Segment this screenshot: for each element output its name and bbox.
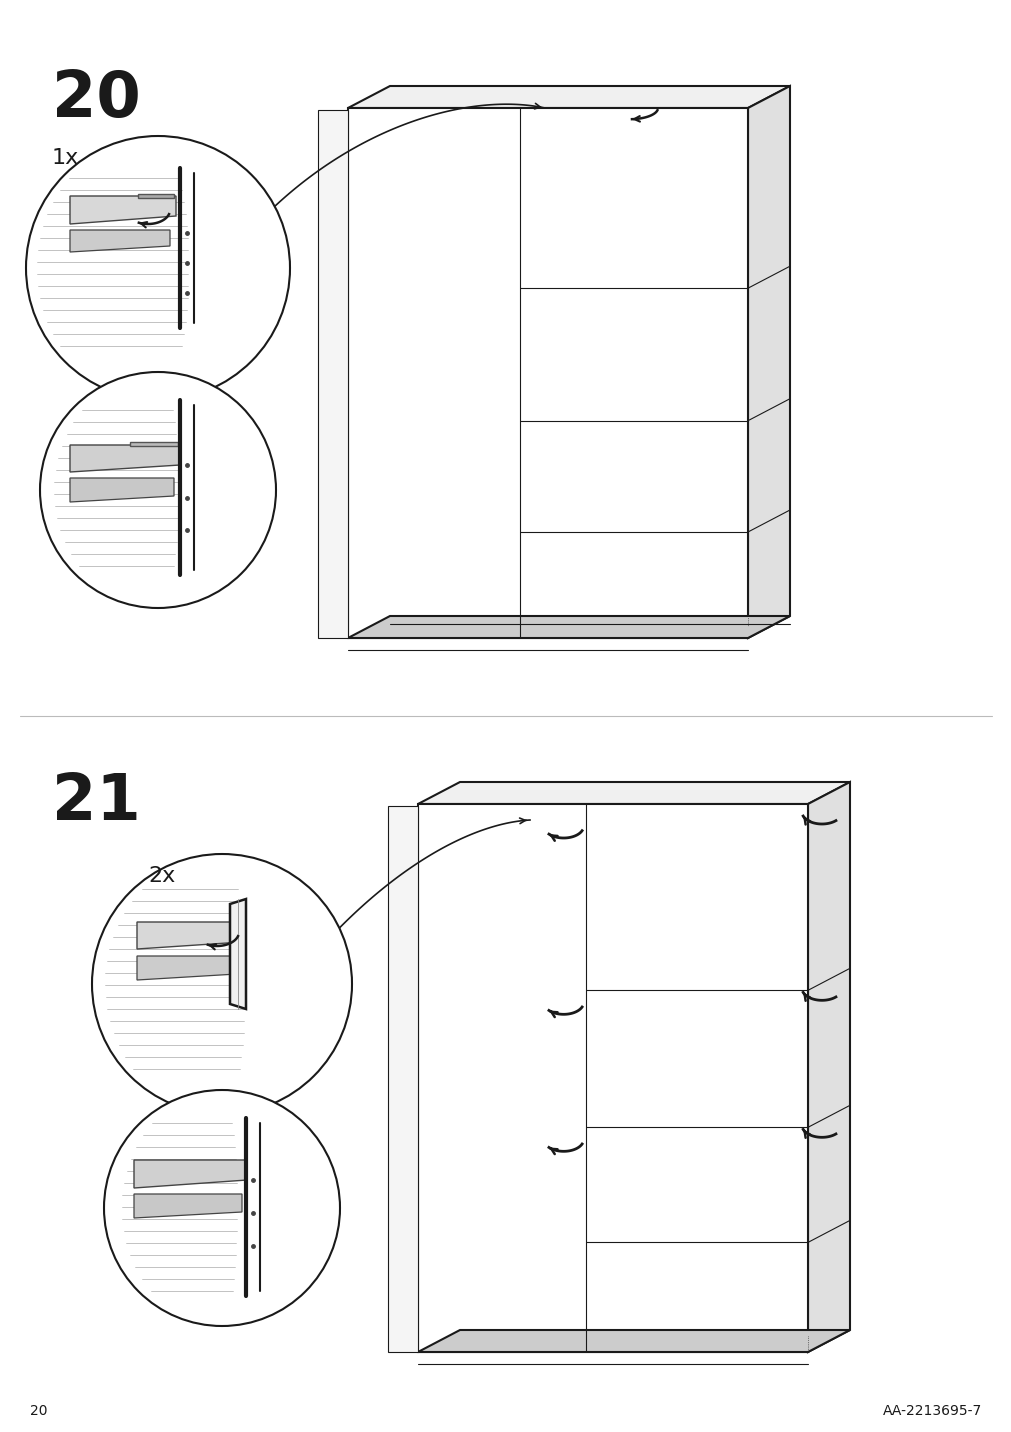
Polygon shape	[418, 782, 849, 803]
Text: 21: 21	[52, 770, 141, 833]
Polygon shape	[317, 110, 348, 639]
Polygon shape	[136, 957, 237, 979]
Polygon shape	[129, 442, 178, 445]
Circle shape	[26, 136, 290, 400]
Circle shape	[104, 1090, 340, 1326]
Polygon shape	[133, 1194, 242, 1219]
Polygon shape	[136, 922, 242, 949]
Text: 20: 20	[30, 1403, 48, 1418]
Polygon shape	[229, 899, 246, 1010]
Text: AA-2213695-7: AA-2213695-7	[882, 1403, 981, 1418]
Text: 2x: 2x	[148, 866, 175, 886]
Polygon shape	[348, 616, 790, 639]
Text: 20: 20	[52, 67, 141, 130]
Polygon shape	[348, 86, 790, 107]
Polygon shape	[133, 1160, 247, 1189]
Polygon shape	[70, 445, 180, 473]
Polygon shape	[387, 806, 418, 1352]
Polygon shape	[70, 231, 170, 252]
Polygon shape	[70, 478, 174, 503]
Circle shape	[40, 372, 276, 609]
Polygon shape	[747, 86, 790, 639]
Bar	[418, 803, 807, 1352]
Polygon shape	[807, 782, 849, 1352]
Text: 1x: 1x	[52, 147, 79, 168]
Circle shape	[92, 853, 352, 1114]
Polygon shape	[418, 1330, 849, 1352]
Polygon shape	[70, 196, 176, 223]
Bar	[348, 107, 747, 639]
Polygon shape	[137, 193, 174, 198]
